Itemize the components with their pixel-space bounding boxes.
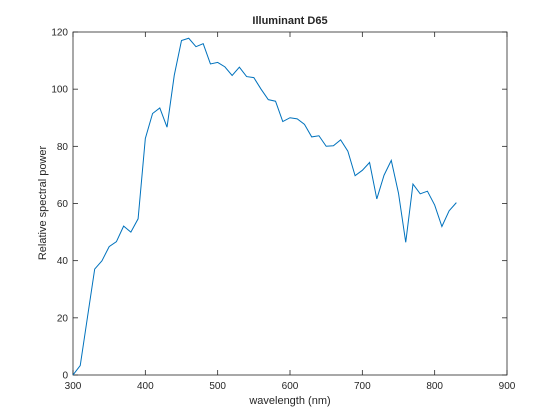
x-tick-label: 500 (209, 381, 226, 392)
data-line (72, 37, 457, 376)
y-tick-label: 80 (57, 142, 69, 153)
y-tick-label: 100 (51, 85, 68, 96)
x-tick-label: 700 (354, 381, 371, 392)
y-tick-label: 20 (57, 313, 69, 324)
y-axis-label: Relative spectral power (37, 146, 49, 261)
x-tick-label: 300 (65, 381, 82, 392)
x-tick-label: 800 (426, 381, 443, 392)
y-tick-label: 60 (57, 199, 69, 210)
x-axis-label: wavelength (nm) (248, 395, 330, 407)
chart-title: Illuminant D65 (252, 15, 327, 27)
y-tick-label: 120 (51, 28, 68, 39)
y-tick-label: 40 (57, 256, 69, 267)
x-tick-label: 400 (137, 381, 154, 392)
x-tick-label: 900 (499, 381, 516, 392)
x-tick-label: 600 (282, 381, 299, 392)
y-tick-label: 0 (62, 371, 68, 382)
